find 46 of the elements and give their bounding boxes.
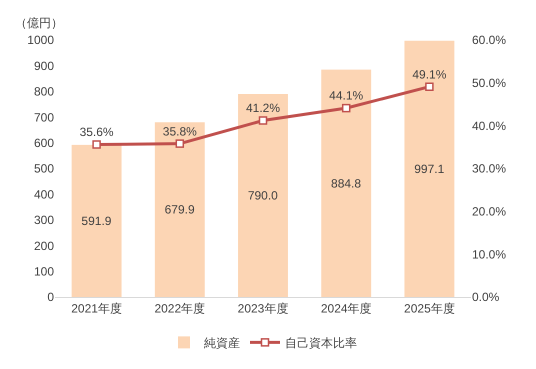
bar: [72, 144, 122, 297]
y-tick-label: 400: [34, 187, 54, 202]
data-label: 41.2%: [246, 101, 280, 116]
legend-label: 純資産: [204, 336, 240, 350]
bar: [238, 94, 288, 297]
y2-tick-label: 60.0%: [472, 33, 506, 48]
y-tick-label: 800: [34, 84, 54, 99]
y2-tick-label: 10.0%: [472, 247, 506, 262]
bar: [154, 122, 205, 297]
x-tick-label: 2024年度: [320, 301, 372, 316]
x-tick-label: 2022年度: [154, 301, 206, 316]
data-label: 44.1%: [329, 88, 364, 103]
y-tick-label: 0: [47, 290, 54, 304]
point: [258, 116, 268, 125]
x-tick-label: 2023年度: [238, 301, 288, 316]
data-label: 679.9: [164, 202, 195, 217]
data-label: 591.9: [81, 214, 112, 228]
y2-tick-label: 20.0%: [472, 204, 506, 219]
y-tick-label: 200: [34, 238, 54, 253]
y2-tick-label: 40.0%: [472, 118, 506, 133]
y-tick-label: 700: [34, 110, 54, 124]
y-tick-label: 1000: [27, 33, 54, 48]
data-label: 49.1%: [412, 67, 447, 82]
y2-tick-label: 30.0%: [472, 162, 506, 176]
legend-label: 自己資本比率: [285, 336, 357, 350]
y-axis-title: （億円）: [15, 16, 63, 30]
bar: [404, 40, 454, 297]
x-tick-label: 2025年度: [404, 301, 455, 316]
point: [176, 139, 184, 148]
point: [92, 140, 101, 149]
y-tick-label: 900: [34, 58, 54, 73]
y-tick-label: 300: [34, 213, 54, 228]
y2-tick-label: 50.0%: [472, 76, 506, 90]
point: [342, 104, 350, 112]
y-tick-label: 500: [34, 162, 54, 176]
x-tick-label: 2021年度: [71, 301, 122, 316]
data-label: 35.8%: [162, 124, 198, 138]
data-label: 884.8: [331, 176, 362, 190]
point: [425, 82, 434, 91]
y-tick-label: 600: [34, 136, 54, 150]
y2-tick-label: 0.0%: [472, 290, 500, 304]
bar: [321, 70, 372, 297]
y-tick-label: 100: [34, 264, 54, 278]
data-label: 997.1: [414, 162, 445, 176]
data-label: 790.0: [248, 188, 278, 202]
data-label: 35.6%: [80, 125, 114, 140]
